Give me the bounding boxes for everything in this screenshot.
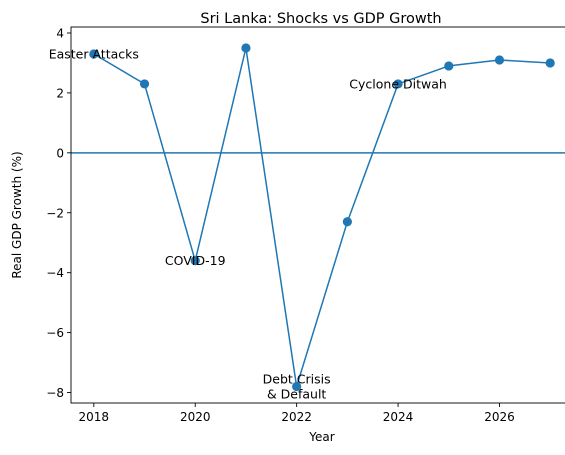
annotation-debt-crisis-default: Debt Crisis & Default [263, 372, 331, 402]
y-axis-label: Real GDP Growth (%) [10, 151, 24, 278]
x-tick-label: 2022 [281, 410, 312, 424]
y-tick-label: −4 [46, 266, 64, 280]
annotation-cyclone-ditwah: Cyclone Ditwah [349, 76, 447, 91]
data-point-2023 [342, 217, 352, 227]
y-tick-label: −8 [46, 386, 64, 400]
chart-title: Sri Lanka: Shocks vs GDP Growth [200, 11, 441, 27]
x-tick-label: 2024 [383, 410, 414, 424]
data-point-2024 [393, 79, 403, 89]
y-tick-label: 4 [56, 26, 64, 40]
series-line [93, 47, 551, 388]
x-tick-label: 2018 [79, 410, 110, 424]
data-point-2019 [139, 79, 150, 89]
x-axis-label: Year [308, 430, 334, 444]
plot-area [71, 27, 565, 403]
data-point-2027 [545, 58, 555, 68]
y-tick-label: −6 [46, 326, 64, 340]
data-point-2021 [241, 43, 251, 53]
data-point-2026 [494, 55, 505, 65]
annotation-covid-19: COVID-19 [165, 253, 226, 268]
x-tick-label: 2020 [180, 410, 211, 424]
y-tick-label: −2 [46, 206, 64, 220]
annotation-easter-attacks: Easter Attacks [49, 47, 139, 62]
plot-frame [70, 26, 565, 404]
y-tick-label: 0 [56, 146, 64, 160]
data-point-2025 [444, 61, 454, 71]
data-point-2018 [89, 49, 99, 59]
x-tick-label: 2026 [484, 410, 515, 424]
data-point-2020 [190, 256, 200, 266]
y-tick-label: 2 [56, 86, 64, 100]
data-point-2022 [292, 381, 302, 392]
